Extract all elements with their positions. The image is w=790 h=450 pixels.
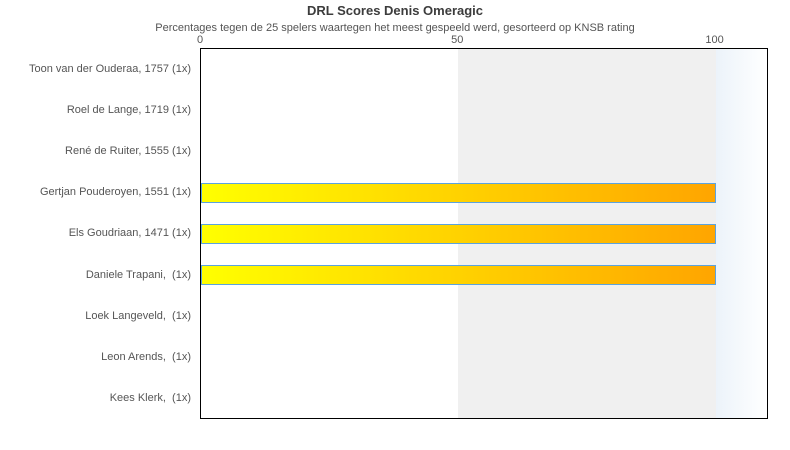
x-tick-label: 0 <box>196 34 204 46</box>
category-label: Toon van der Ouderaa, 1757 (1x) <box>28 62 191 75</box>
bar[interactable] <box>201 264 716 285</box>
bar-row <box>201 295 767 336</box>
category-label: Els Goudriaan, 1471 (1x) <box>68 227 191 240</box>
chart-subtitle: Percentages tegen de 25 spelers waartege… <box>155 22 635 34</box>
bar-row <box>201 336 767 377</box>
y-axis-category-labels: Toon van der Ouderaa, 1757 (1x) Roel de L… <box>0 48 191 419</box>
category-label: Leon Arends, (1x) <box>101 351 191 364</box>
bar-row <box>201 49 767 90</box>
bar-series <box>201 49 767 418</box>
x-tick-label: 100 <box>705 34 724 46</box>
bar[interactable] <box>201 223 716 244</box>
bar[interactable] <box>201 182 716 203</box>
category-label: Gertjan Pouderoyen, 1551 (1x) <box>39 186 191 199</box>
category-label: Loek Langeveld, (1x) <box>85 309 191 322</box>
category-label: Daniele Trapani, (1x) <box>85 268 191 281</box>
bar-row <box>201 213 767 254</box>
x-tick-label: 50 <box>451 34 464 46</box>
chart-title: DRL Scores Denis Omeragic <box>306 3 484 18</box>
category-label: René de Ruiter, 1555 (1x) <box>65 145 191 158</box>
x-axis: 0 50 100 <box>196 34 766 47</box>
plot-area <box>200 48 768 419</box>
bar-row <box>201 377 767 418</box>
plot-band-fade <box>715 49 767 418</box>
bar-row <box>201 254 767 295</box>
category-label: Kees Klerk, (1x) <box>109 392 191 405</box>
category-label: Roel de Lange, 1719 (1x) <box>66 103 191 116</box>
bar-row <box>201 131 767 172</box>
bar-row <box>201 90 767 131</box>
bar-row <box>201 172 767 213</box>
